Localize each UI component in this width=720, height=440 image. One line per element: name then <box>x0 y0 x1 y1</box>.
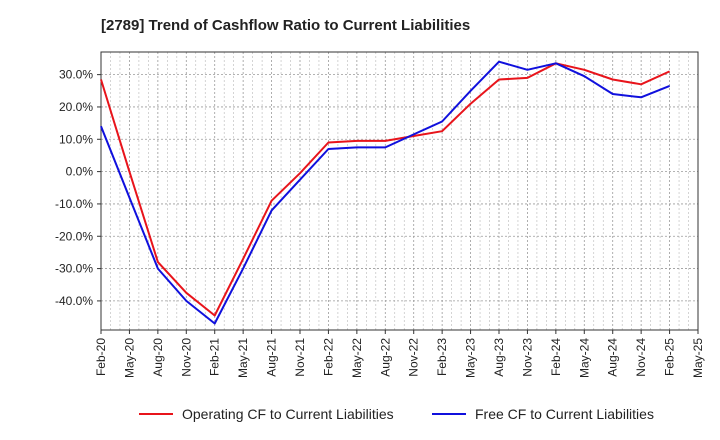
x-tick-label: Aug-21 <box>265 338 279 377</box>
x-tick-label: Aug-23 <box>492 338 506 377</box>
legend: Operating CF to Current Liabilities Free … <box>139 406 654 422</box>
x-tick-label: Feb-20 <box>94 338 108 376</box>
y-axis-ticks: 30.0% 20.0% 10.0% 0.0% -10.0% -20.0% -30.0% -40… <box>55 68 101 308</box>
y-tick-label: -10.0% <box>55 197 93 211</box>
x-tick-label: May-21 <box>236 338 250 378</box>
x-tick-label: Nov-22 <box>407 338 421 377</box>
y-tick-label: 10.0% <box>59 132 93 146</box>
chart-title: [2789] Trend of Cashflow Ratio to Curren… <box>101 17 470 34</box>
grid <box>100 52 699 330</box>
series-line-2 <box>100 60 670 325</box>
x-tick-label: May-24 <box>577 338 591 378</box>
x-tick-label: Feb-25 <box>663 338 677 376</box>
x-tick-label: Feb-24 <box>549 338 563 376</box>
x-tick-label: Aug-20 <box>151 338 165 377</box>
y-tick-label: -40.0% <box>55 294 93 308</box>
y-tick-label: -30.0% <box>55 262 93 276</box>
plot-area-frame <box>100 51 699 331</box>
x-tick-label: May-20 <box>122 338 136 378</box>
x-tick-label: Feb-22 <box>321 338 335 376</box>
x-tick-label: Feb-21 <box>208 338 222 376</box>
y-tick-label: 0.0% <box>66 165 94 179</box>
x-tick-label: Aug-24 <box>606 338 620 377</box>
series-line-1 <box>100 62 671 317</box>
series-lines <box>100 60 671 325</box>
x-tick-label: Feb-23 <box>435 338 449 376</box>
legend-label-2: Free CF to Current Liabilities <box>475 406 654 422</box>
x-tick-label: Nov-24 <box>634 338 648 377</box>
x-tick-label: May-25 <box>691 338 705 378</box>
x-tick-label: Nov-21 <box>293 338 307 377</box>
x-tick-label: May-22 <box>350 338 364 378</box>
x-tick-label: Nov-20 <box>179 338 193 377</box>
legend-label-1: Operating CF to Current Liabilities <box>182 406 394 422</box>
y-tick-label: -20.0% <box>55 229 93 243</box>
y-tick-label: 20.0% <box>59 100 93 114</box>
x-tick-label: Nov-23 <box>520 338 534 377</box>
x-tick-label: May-23 <box>464 338 478 378</box>
x-tick-label: Aug-22 <box>378 338 392 377</box>
y-tick-label: 30.0% <box>59 68 93 82</box>
x-axis-ticks: Feb-20 May-20 Aug-20 Nov-20 Feb-21 May-21 Aug-… <box>94 330 705 378</box>
